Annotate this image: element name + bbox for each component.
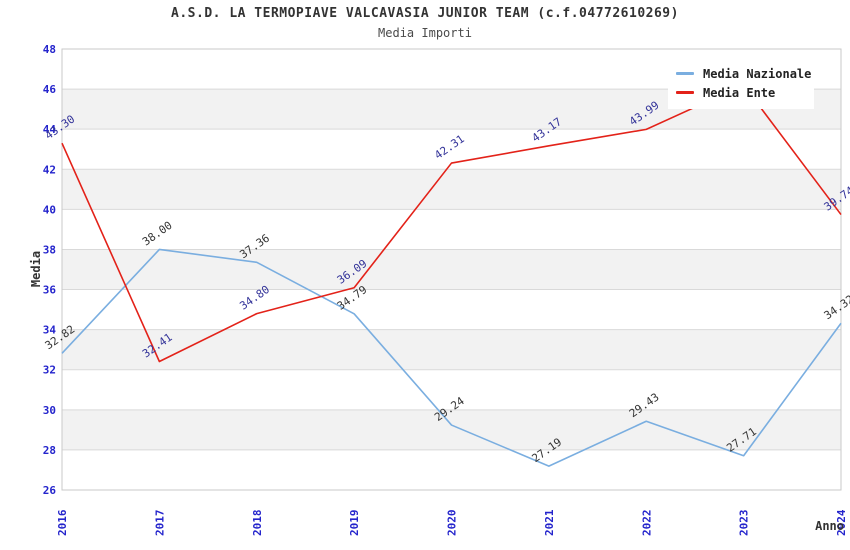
x-tick-label: 2022 xyxy=(640,510,653,537)
y-tick-label: 32 xyxy=(43,364,56,377)
x-tick-label: 2018 xyxy=(251,510,264,537)
legend-entry-media-nazionale: Media Nazionale xyxy=(676,64,811,83)
y-tick-label: 48 xyxy=(43,43,56,56)
x-tick-label: 2024 xyxy=(835,509,848,536)
x-tick-label: 2019 xyxy=(348,510,361,537)
y-axis-title: Media xyxy=(29,250,43,288)
y-tick-label: 28 xyxy=(43,444,56,457)
chart-subtitle: Media Importi xyxy=(378,26,472,40)
legend-label: Media Nazionale xyxy=(703,66,812,81)
point-label: 42.31 xyxy=(432,132,467,162)
y-tick-label: 26 xyxy=(43,484,57,497)
y-tick-label: 46 xyxy=(43,83,57,96)
plot-band xyxy=(62,249,841,290)
y-tick-label: 40 xyxy=(43,203,56,216)
x-tick-label: 2023 xyxy=(738,510,751,537)
point-label: 38.00 xyxy=(140,219,175,249)
x-tick-label: 2017 xyxy=(153,510,166,537)
legend-swatch-red-line-icon xyxy=(676,91,694,94)
y-tick-label: 36 xyxy=(43,284,57,297)
y-tick-label: 44 xyxy=(43,123,57,136)
y-tick-label: 34 xyxy=(43,324,57,337)
y-tick-label: 42 xyxy=(43,163,56,176)
chart-title: A.S.D. LA TERMOPIAVE VALCAVASIA JUNIOR T… xyxy=(171,6,679,21)
y-tick-label: 38 xyxy=(43,243,56,256)
plot-band xyxy=(62,169,841,210)
legend-label: Media Ente xyxy=(703,85,776,100)
legend-swatch-blue-line-icon xyxy=(676,72,694,75)
series-line-media-nazionale xyxy=(61,248,842,467)
y-tick-label: 30 xyxy=(43,404,56,417)
legend: Media Nazionale Media Ente xyxy=(668,58,814,109)
plot-band xyxy=(62,409,841,450)
legend-entry-media-ente: Media Ente xyxy=(676,83,806,102)
plot-band xyxy=(62,329,841,370)
x-axis-title: Anno xyxy=(815,519,844,533)
x-tick-label: 2021 xyxy=(543,509,556,536)
point-label: 34.32 xyxy=(822,293,850,323)
x-tick-label: 2016 xyxy=(56,509,69,536)
x-tick-label: 2020 xyxy=(446,510,459,537)
plot-border xyxy=(61,48,842,491)
